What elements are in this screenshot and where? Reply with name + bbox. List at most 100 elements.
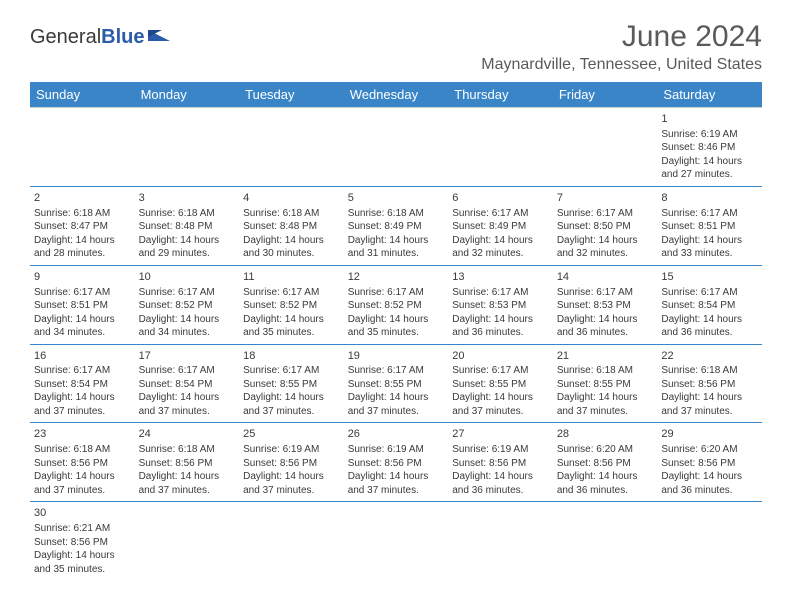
calendar-head: SundayMondayTuesdayWednesdayThursdayFrid… — [30, 82, 762, 108]
day-info-line: Sunset: 8:53 PM — [452, 299, 549, 313]
day-number: 12 — [348, 270, 445, 285]
flag-icon — [148, 26, 170, 49]
day-info-line: Daylight: 14 hours — [34, 549, 131, 563]
day-info-line: Sunrise: 6:17 AM — [139, 286, 236, 300]
day-info-line: Daylight: 14 hours — [661, 313, 758, 327]
day-info-line: Sunrise: 6:17 AM — [34, 364, 131, 378]
day-cell: 2Sunrise: 6:18 AMSunset: 8:47 PMDaylight… — [30, 186, 135, 265]
day-info-line: Daylight: 14 hours — [139, 391, 236, 405]
day-info-line: and 35 minutes. — [243, 326, 340, 340]
day-number: 14 — [557, 270, 654, 285]
day-cell: 12Sunrise: 6:17 AMSunset: 8:52 PMDayligh… — [344, 265, 449, 344]
day-info-line: Sunrise: 6:20 AM — [557, 443, 654, 457]
empty-cell — [239, 502, 344, 580]
weekday-header: Thursday — [448, 82, 553, 108]
location: Maynardville, Tennessee, United States — [481, 56, 762, 74]
day-cell: 8Sunrise: 6:17 AMSunset: 8:51 PMDaylight… — [657, 186, 762, 265]
day-info-line: Sunset: 8:56 PM — [452, 457, 549, 471]
day-info-line: Sunset: 8:55 PM — [243, 378, 340, 392]
day-info-line: Sunrise: 6:17 AM — [348, 364, 445, 378]
day-info-line: Sunrise: 6:18 AM — [34, 443, 131, 457]
day-cell: 21Sunrise: 6:18 AMSunset: 8:55 PMDayligh… — [553, 344, 658, 423]
day-number: 23 — [34, 427, 131, 442]
day-info-line: Sunrise: 6:19 AM — [348, 443, 445, 457]
calendar-row: 23Sunrise: 6:18 AMSunset: 8:56 PMDayligh… — [30, 423, 762, 502]
day-info-line: Sunrise: 6:17 AM — [452, 286, 549, 300]
weekday-header: Tuesday — [239, 82, 344, 108]
day-info-line: Daylight: 14 hours — [34, 313, 131, 327]
calendar-row: 9Sunrise: 6:17 AMSunset: 8:51 PMDaylight… — [30, 265, 762, 344]
day-number: 8 — [661, 191, 758, 206]
logo-text-1: General — [30, 26, 101, 49]
day-cell: 3Sunrise: 6:18 AMSunset: 8:48 PMDaylight… — [135, 186, 240, 265]
day-number: 3 — [139, 191, 236, 206]
day-number: 6 — [452, 191, 549, 206]
day-number: 10 — [139, 270, 236, 285]
day-info-line: Daylight: 14 hours — [348, 313, 445, 327]
day-info-line: Daylight: 14 hours — [348, 470, 445, 484]
day-cell: 17Sunrise: 6:17 AMSunset: 8:54 PMDayligh… — [135, 344, 240, 423]
empty-cell — [135, 502, 240, 580]
day-info-line: Sunset: 8:56 PM — [348, 457, 445, 471]
day-info-line: and 31 minutes. — [348, 247, 445, 261]
empty-cell — [30, 108, 135, 187]
day-info-line: and 32 minutes. — [557, 247, 654, 261]
day-cell: 26Sunrise: 6:19 AMSunset: 8:56 PMDayligh… — [344, 423, 449, 502]
day-info-line: Daylight: 14 hours — [661, 470, 758, 484]
day-info-line: Daylight: 14 hours — [348, 391, 445, 405]
day-info-line: Daylight: 14 hours — [452, 313, 549, 327]
day-cell: 29Sunrise: 6:20 AMSunset: 8:56 PMDayligh… — [657, 423, 762, 502]
weekday-header: Friday — [553, 82, 658, 108]
day-cell: 23Sunrise: 6:18 AMSunset: 8:56 PMDayligh… — [30, 423, 135, 502]
day-info-line: and 32 minutes. — [452, 247, 549, 261]
day-info-line: Daylight: 14 hours — [661, 391, 758, 405]
day-info-line: Sunset: 8:46 PM — [661, 141, 758, 155]
day-info-line: and 34 minutes. — [139, 326, 236, 340]
day-info-line: Daylight: 14 hours — [139, 234, 236, 248]
day-info-line: Sunset: 8:53 PM — [557, 299, 654, 313]
day-info-line: Sunset: 8:55 PM — [557, 378, 654, 392]
day-info-line: and 36 minutes. — [661, 326, 758, 340]
day-info-line: Sunrise: 6:19 AM — [243, 443, 340, 457]
calendar-row: 2Sunrise: 6:18 AMSunset: 8:47 PMDaylight… — [30, 186, 762, 265]
empty-cell — [448, 108, 553, 187]
weekday-header: Sunday — [30, 82, 135, 108]
day-number: 27 — [452, 427, 549, 442]
day-info-line: Sunset: 8:54 PM — [661, 299, 758, 313]
day-cell: 14Sunrise: 6:17 AMSunset: 8:53 PMDayligh… — [553, 265, 658, 344]
day-cell: 22Sunrise: 6:18 AMSunset: 8:56 PMDayligh… — [657, 344, 762, 423]
day-cell: 27Sunrise: 6:19 AMSunset: 8:56 PMDayligh… — [448, 423, 553, 502]
day-info-line: Sunset: 8:55 PM — [348, 378, 445, 392]
day-info-line: Sunrise: 6:18 AM — [661, 364, 758, 378]
day-cell: 10Sunrise: 6:17 AMSunset: 8:52 PMDayligh… — [135, 265, 240, 344]
day-number: 4 — [243, 191, 340, 206]
empty-cell — [344, 108, 449, 187]
day-info-line: and 37 minutes. — [139, 484, 236, 498]
day-info-line: Daylight: 14 hours — [661, 234, 758, 248]
day-info-line: Sunset: 8:52 PM — [139, 299, 236, 313]
day-number: 11 — [243, 270, 340, 285]
day-info-line: Sunrise: 6:17 AM — [661, 207, 758, 221]
day-info-line: Sunrise: 6:17 AM — [661, 286, 758, 300]
day-info-line: Sunset: 8:54 PM — [34, 378, 131, 392]
day-info-line: Sunset: 8:56 PM — [34, 536, 131, 550]
day-info-line: Sunrise: 6:20 AM — [661, 443, 758, 457]
day-info-line: Sunset: 8:56 PM — [661, 457, 758, 471]
empty-cell — [239, 108, 344, 187]
day-info-line: Daylight: 14 hours — [34, 470, 131, 484]
day-cell: 30Sunrise: 6:21 AMSunset: 8:56 PMDayligh… — [30, 502, 135, 580]
day-info-line: Daylight: 14 hours — [452, 470, 549, 484]
day-number: 30 — [34, 506, 131, 521]
day-number: 7 — [557, 191, 654, 206]
day-info-line: Sunset: 8:56 PM — [243, 457, 340, 471]
day-cell: 18Sunrise: 6:17 AMSunset: 8:55 PMDayligh… — [239, 344, 344, 423]
calendar-body: 1 Sunrise: 6:19 AM Sunset: 8:46 PM Daylight… — [30, 108, 762, 581]
day-info-line: and 37 minutes. — [557, 405, 654, 419]
day-info-line: Sunrise: 6:17 AM — [452, 364, 549, 378]
day-cell: 28Sunrise: 6:20 AMSunset: 8:56 PMDayligh… — [553, 423, 658, 502]
day-number: 18 — [243, 349, 340, 364]
day-number: 1 — [661, 112, 758, 127]
day-cell: 15Sunrise: 6:17 AMSunset: 8:54 PMDayligh… — [657, 265, 762, 344]
day-number: 28 — [557, 427, 654, 442]
logo-text-2: Blue — [101, 26, 144, 49]
